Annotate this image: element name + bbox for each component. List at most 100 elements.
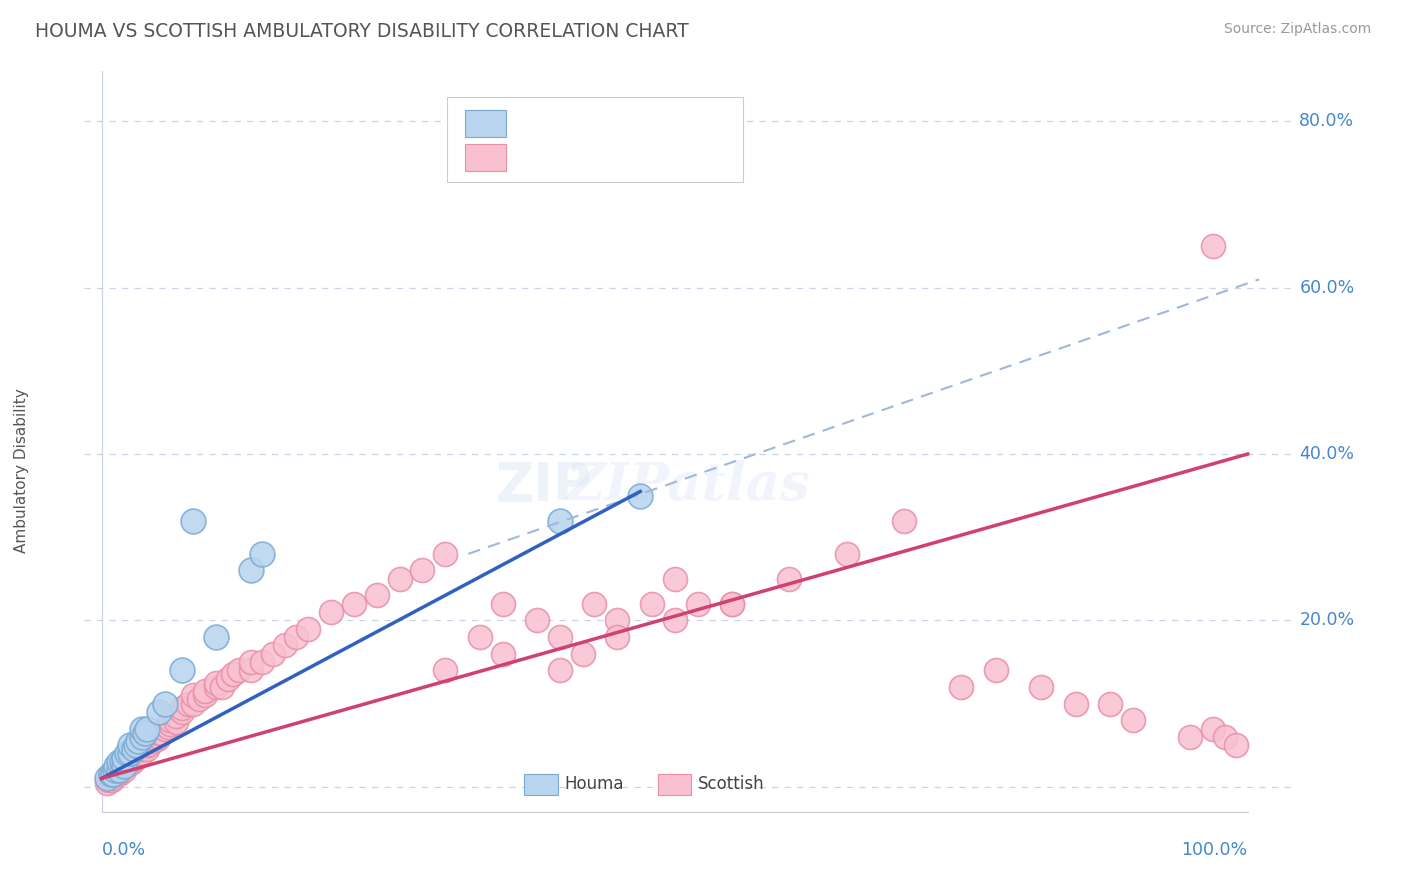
- Point: [101, 772, 124, 786]
- Point: [434, 547, 457, 561]
- Point: [181, 688, 204, 702]
- Text: ZIPatlas: ZIPatlas: [567, 460, 811, 511]
- Point: [122, 753, 145, 767]
- Point: [138, 737, 160, 751]
- Point: [606, 630, 628, 644]
- Point: [105, 759, 128, 773]
- Point: [228, 663, 250, 677]
- Point: [1202, 239, 1225, 253]
- Point: [526, 614, 548, 628]
- Point: [686, 597, 709, 611]
- Point: [131, 747, 153, 761]
- Point: [120, 750, 142, 764]
- Point: [100, 767, 122, 781]
- Point: [120, 756, 142, 771]
- Point: [148, 725, 170, 739]
- Point: [194, 688, 217, 702]
- Text: HOUMA VS SCOTTISH AMBULATORY DISABILITY CORRELATION CHART: HOUMA VS SCOTTISH AMBULATORY DISABILITY …: [35, 22, 689, 41]
- Point: [211, 680, 233, 694]
- Point: [159, 717, 181, 731]
- Point: [222, 667, 245, 681]
- Point: [120, 755, 142, 769]
- Point: [107, 763, 129, 777]
- Point: [548, 630, 571, 644]
- Point: [114, 759, 136, 773]
- Point: [205, 680, 228, 694]
- Point: [111, 755, 134, 769]
- Point: [492, 647, 515, 661]
- Point: [1225, 738, 1247, 752]
- Point: [108, 764, 131, 779]
- Point: [388, 572, 411, 586]
- Point: [188, 692, 211, 706]
- Point: [105, 764, 128, 779]
- Point: [142, 734, 165, 748]
- Point: [1122, 713, 1144, 727]
- Point: [150, 725, 173, 739]
- Text: 100.0%: 100.0%: [1181, 841, 1247, 859]
- Text: 60.0%: 60.0%: [1299, 278, 1354, 297]
- Point: [136, 742, 159, 756]
- Point: [131, 722, 153, 736]
- Point: [548, 514, 571, 528]
- Point: [170, 705, 193, 719]
- Point: [217, 672, 239, 686]
- Point: [98, 772, 121, 786]
- Point: [721, 597, 744, 611]
- Point: [319, 605, 342, 619]
- Point: [274, 638, 297, 652]
- Text: R = 0.557: R = 0.557: [519, 147, 606, 166]
- Point: [159, 713, 181, 727]
- Point: [165, 714, 187, 729]
- Point: [984, 663, 1007, 677]
- Point: [101, 767, 124, 781]
- FancyBboxPatch shape: [465, 110, 506, 136]
- Point: [120, 738, 142, 752]
- Point: [411, 564, 433, 578]
- FancyBboxPatch shape: [524, 774, 558, 795]
- Point: [181, 697, 204, 711]
- Text: 20.0%: 20.0%: [1299, 611, 1354, 630]
- FancyBboxPatch shape: [465, 144, 506, 170]
- Point: [1099, 697, 1122, 711]
- Text: 0.0%: 0.0%: [101, 841, 146, 859]
- Point: [157, 720, 180, 734]
- Point: [893, 514, 915, 528]
- Point: [131, 742, 153, 756]
- Point: [492, 597, 515, 611]
- Point: [239, 564, 262, 578]
- Point: [125, 738, 148, 752]
- Point: [1064, 697, 1087, 711]
- Point: [285, 630, 308, 644]
- Text: Houma: Houma: [564, 774, 624, 793]
- Point: [127, 748, 149, 763]
- Point: [153, 722, 176, 736]
- Point: [101, 767, 124, 781]
- FancyBboxPatch shape: [658, 774, 692, 795]
- Point: [127, 734, 149, 748]
- Text: ZIP: ZIP: [495, 460, 592, 512]
- Point: [114, 763, 136, 777]
- Point: [165, 709, 187, 723]
- Point: [721, 597, 744, 611]
- Point: [115, 747, 138, 761]
- Point: [835, 547, 858, 561]
- Point: [114, 750, 136, 764]
- Point: [107, 767, 129, 781]
- Point: [548, 663, 571, 677]
- Point: [111, 762, 134, 776]
- Point: [664, 614, 686, 628]
- Point: [239, 663, 262, 677]
- Point: [664, 572, 686, 586]
- Point: [205, 675, 228, 690]
- Point: [583, 597, 606, 611]
- Text: 80.0%: 80.0%: [1299, 112, 1354, 130]
- Point: [134, 725, 156, 739]
- Point: [97, 773, 120, 788]
- Point: [468, 630, 491, 644]
- Point: [125, 750, 148, 764]
- Point: [950, 680, 973, 694]
- Point: [125, 747, 148, 761]
- Text: Ambulatory Disability: Ambulatory Disability: [14, 388, 30, 553]
- Text: Source: ZipAtlas.com: Source: ZipAtlas.com: [1223, 22, 1371, 37]
